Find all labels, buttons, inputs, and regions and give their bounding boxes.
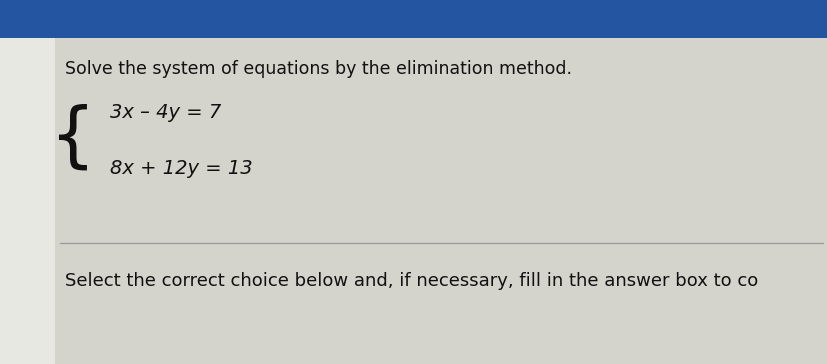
Bar — [0, 0, 827, 38]
Bar — [0, 38, 55, 364]
Text: {: { — [50, 103, 96, 173]
Text: Solve the system of equations by the elimination method.: Solve the system of equations by the eli… — [65, 60, 571, 78]
Text: Select the correct choice below and, if necessary, fill in the answer box to co: Select the correct choice below and, if … — [65, 272, 758, 290]
Text: 3x – 4y = 7: 3x – 4y = 7 — [110, 103, 221, 123]
Text: 8x + 12y = 13: 8x + 12y = 13 — [110, 158, 252, 178]
